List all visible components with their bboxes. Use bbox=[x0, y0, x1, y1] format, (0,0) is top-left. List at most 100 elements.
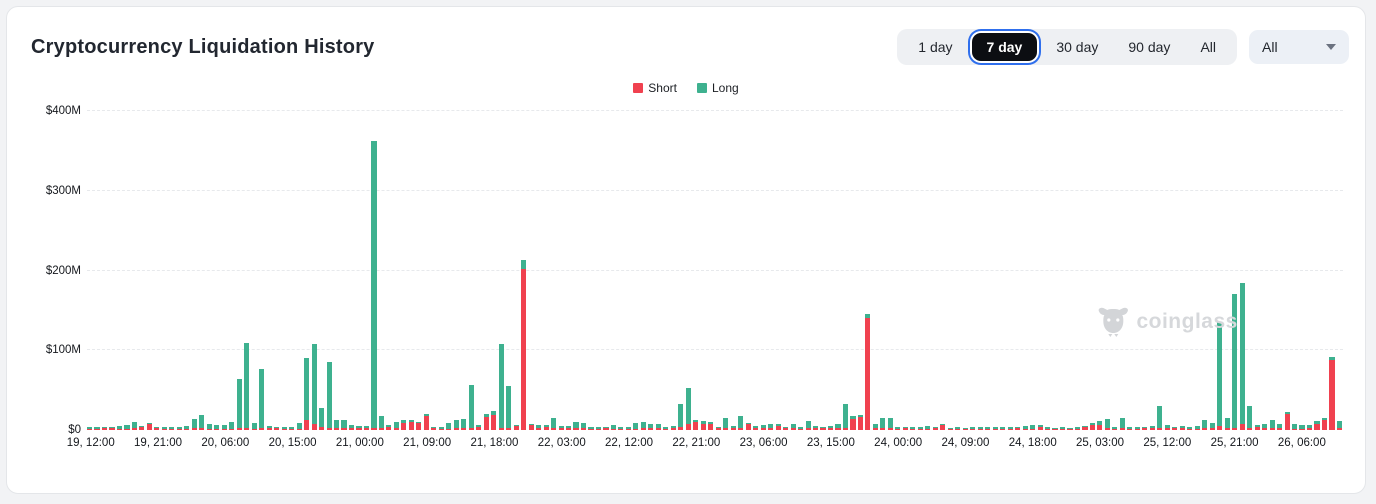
bar[interactable] bbox=[146, 111, 152, 430]
bar[interactable] bbox=[244, 111, 250, 430]
bar[interactable] bbox=[693, 111, 699, 430]
bar[interactable] bbox=[483, 111, 489, 430]
bar[interactable] bbox=[850, 111, 856, 430]
bar[interactable] bbox=[1015, 111, 1021, 430]
bar[interactable] bbox=[947, 111, 953, 430]
bar[interactable] bbox=[827, 111, 834, 430]
bar[interactable] bbox=[992, 111, 998, 430]
bar[interactable] bbox=[1067, 111, 1073, 430]
range-button-30-day[interactable]: 30 day bbox=[1041, 33, 1113, 61]
bar[interactable] bbox=[1291, 111, 1298, 430]
bar[interactable] bbox=[446, 111, 452, 430]
bar[interactable] bbox=[618, 111, 624, 430]
range-button-all[interactable]: All bbox=[1185, 33, 1231, 61]
bar[interactable] bbox=[341, 111, 347, 430]
bar[interactable] bbox=[161, 111, 167, 430]
bar[interactable] bbox=[423, 111, 429, 430]
bar[interactable] bbox=[857, 111, 863, 430]
bar[interactable] bbox=[169, 111, 175, 430]
bar[interactable] bbox=[543, 111, 549, 430]
bar[interactable] bbox=[176, 111, 182, 430]
bar[interactable] bbox=[221, 111, 227, 430]
bar[interactable] bbox=[1262, 111, 1268, 430]
bar[interactable] bbox=[131, 111, 137, 430]
bar[interactable] bbox=[199, 111, 205, 430]
bar[interactable] bbox=[1209, 111, 1215, 430]
bar[interactable] bbox=[1217, 111, 1223, 430]
bar[interactable] bbox=[528, 111, 534, 430]
bar[interactable] bbox=[124, 111, 130, 430]
bar[interactable] bbox=[229, 111, 235, 430]
bar[interactable] bbox=[678, 111, 684, 430]
bar[interactable] bbox=[401, 111, 407, 430]
bar[interactable] bbox=[648, 111, 654, 430]
coin-filter-dropdown[interactable]: All bbox=[1249, 30, 1349, 64]
bar[interactable] bbox=[333, 111, 340, 430]
bar[interactable] bbox=[304, 111, 310, 430]
bar[interactable] bbox=[1149, 111, 1155, 430]
bar[interactable] bbox=[603, 111, 609, 430]
bar[interactable] bbox=[917, 111, 923, 430]
bar[interactable] bbox=[513, 111, 519, 430]
bar[interactable] bbox=[865, 111, 871, 430]
bar[interactable] bbox=[551, 111, 557, 430]
bar[interactable] bbox=[1247, 111, 1253, 430]
bar[interactable] bbox=[506, 111, 512, 430]
bar[interactable] bbox=[468, 111, 474, 430]
bar[interactable] bbox=[566, 111, 572, 430]
bar[interactable] bbox=[476, 111, 482, 430]
bar[interactable] bbox=[1269, 111, 1275, 430]
bar[interactable] bbox=[580, 111, 587, 430]
bar[interactable] bbox=[1157, 111, 1163, 430]
bar[interactable] bbox=[154, 111, 160, 430]
bar[interactable] bbox=[730, 111, 736, 430]
bar[interactable] bbox=[326, 111, 332, 430]
bar[interactable] bbox=[1082, 111, 1088, 430]
bar[interactable] bbox=[573, 111, 579, 430]
bar[interactable] bbox=[87, 111, 93, 430]
bar[interactable] bbox=[1239, 111, 1245, 430]
bar[interactable] bbox=[738, 111, 744, 430]
bar[interactable] bbox=[1202, 111, 1208, 430]
bar[interactable] bbox=[940, 111, 946, 430]
bar[interactable] bbox=[880, 111, 886, 430]
bar[interactable] bbox=[558, 111, 564, 430]
bar[interactable] bbox=[1164, 111, 1170, 430]
range-button-90-day[interactable]: 90 day bbox=[1113, 33, 1185, 61]
bar[interactable] bbox=[259, 111, 265, 430]
bar[interactable] bbox=[348, 111, 355, 430]
bar[interactable] bbox=[790, 111, 796, 430]
bar[interactable] bbox=[498, 111, 504, 430]
bar[interactable] bbox=[521, 111, 527, 430]
bar[interactable] bbox=[708, 111, 714, 430]
bar[interactable] bbox=[461, 111, 467, 430]
bar[interactable] bbox=[985, 111, 991, 430]
bar[interactable] bbox=[1089, 111, 1095, 430]
bar[interactable] bbox=[393, 111, 399, 430]
bar[interactable] bbox=[191, 111, 197, 430]
bar[interactable] bbox=[1314, 111, 1320, 430]
bar[interactable] bbox=[1037, 111, 1043, 430]
bar[interactable] bbox=[491, 111, 497, 430]
bar[interactable] bbox=[289, 111, 295, 430]
bar[interactable] bbox=[184, 111, 190, 430]
bar[interactable] bbox=[1045, 111, 1051, 430]
bar[interactable] bbox=[595, 111, 602, 430]
bar[interactable] bbox=[214, 111, 220, 430]
bar[interactable] bbox=[266, 111, 272, 430]
bar[interactable] bbox=[1097, 111, 1103, 430]
bar[interactable] bbox=[955, 111, 961, 430]
bar[interactable] bbox=[895, 111, 901, 430]
bar[interactable] bbox=[274, 111, 280, 430]
bar[interactable] bbox=[1224, 111, 1230, 430]
bar[interactable] bbox=[1172, 111, 1178, 430]
bar[interactable] bbox=[977, 111, 983, 430]
bar[interactable] bbox=[745, 111, 751, 430]
bar[interactable] bbox=[962, 111, 968, 430]
bar[interactable] bbox=[1134, 111, 1140, 430]
bar[interactable] bbox=[1187, 111, 1193, 430]
bar[interactable] bbox=[610, 111, 616, 430]
bar[interactable] bbox=[753, 111, 759, 430]
bar[interactable] bbox=[371, 111, 377, 430]
bar[interactable] bbox=[760, 111, 766, 430]
